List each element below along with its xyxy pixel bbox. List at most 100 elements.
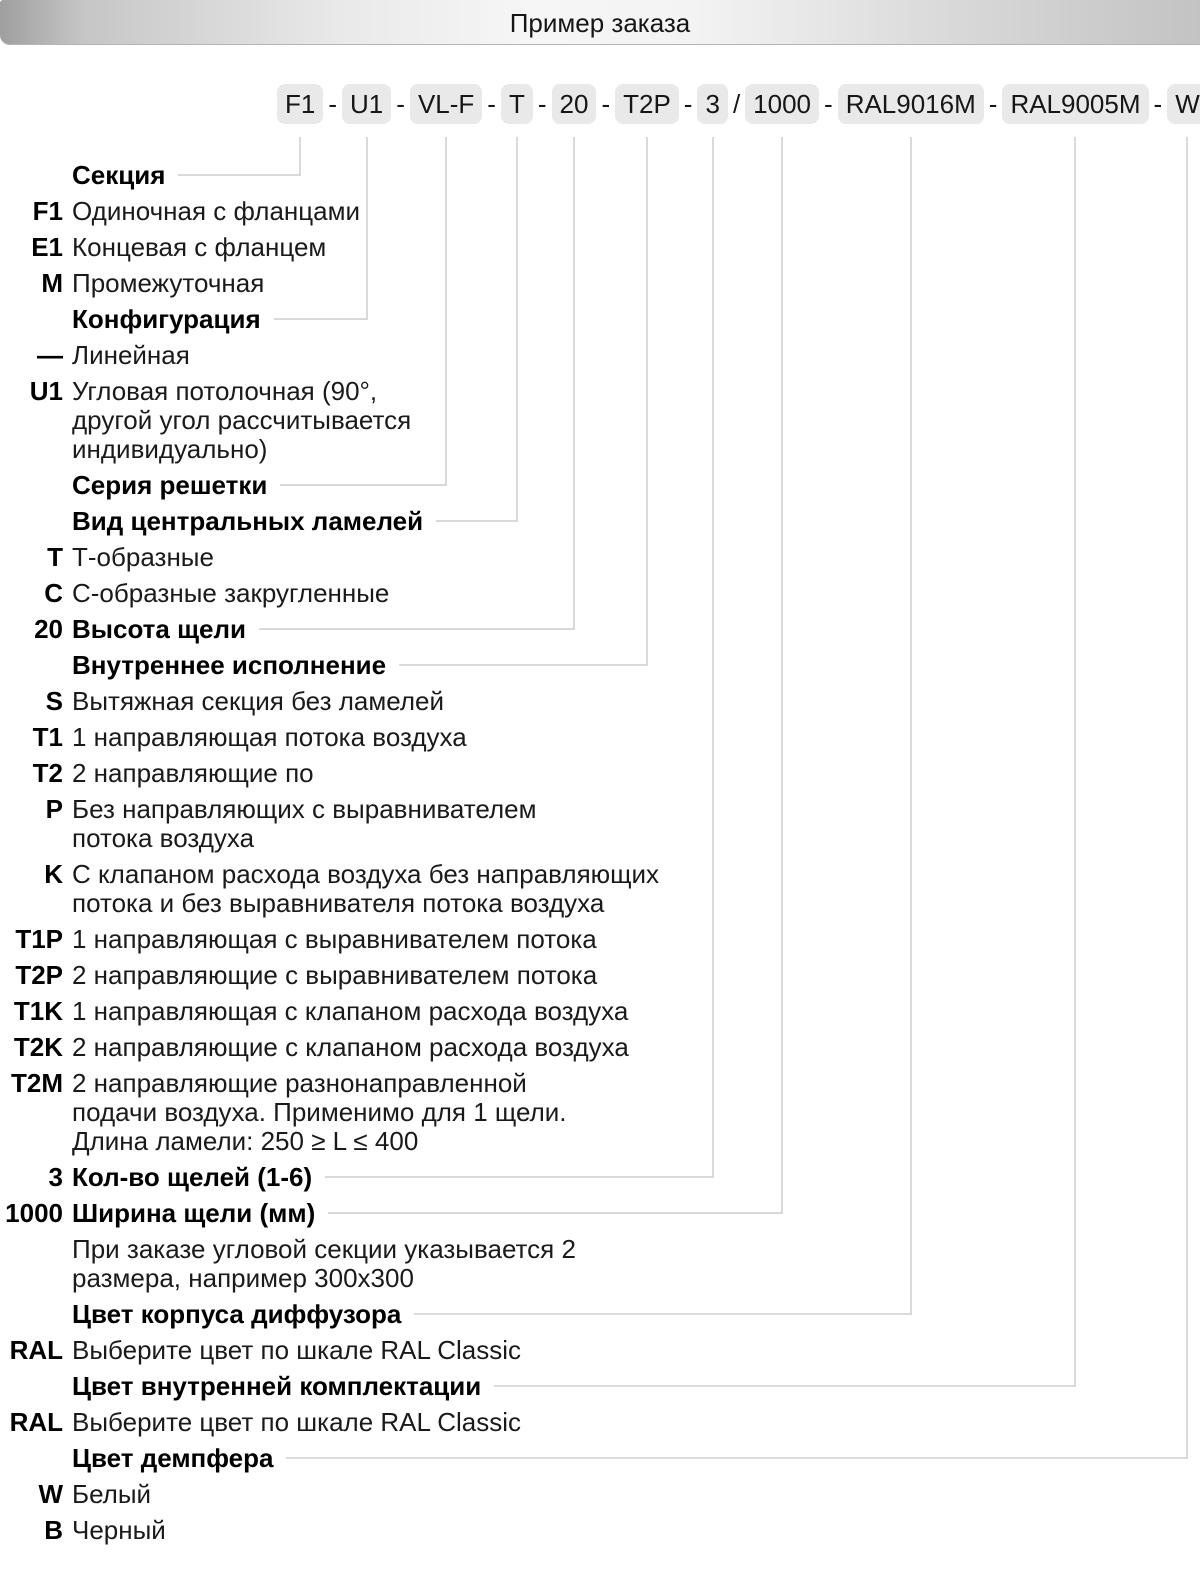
row-code [0,1372,63,1401]
legend-row: RAL Выберите цвет по шкале RAL Classic [0,1404,720,1440]
row-code: T1K [13,995,63,1026]
row-code: — [37,339,63,370]
row-text: 1 направляющая с выравнивателем потока [72,923,597,954]
legend-row: T2 2 направляющие по [0,755,720,791]
row-code [0,1235,63,1293]
legend-row: T1 1 направляющая потока воздуха [0,719,720,755]
legend-row: 20 Высота щели [0,611,720,647]
row-text: 2 направляющие с клапаном расхода воздух… [72,1031,629,1062]
row-text: Цвет корпуса диффузора [72,1298,402,1329]
row-code: W [38,1478,63,1509]
row-code: F1 [32,195,63,226]
row-text: Концевая с фланцем [72,231,327,262]
row-code [0,1300,63,1329]
legend-row: T2P 2 направляющие с выравнивателем поток… [0,957,720,993]
legend-row: T1P 1 направляющая с выравнивателем поток… [0,921,720,957]
code-segment: VL-F [409,84,483,124]
legend-row: 1000 Ширина щели (мм) [0,1195,720,1231]
row-code: C [44,577,63,608]
legend-row: M Промежуточная [0,265,720,301]
code-segment: 3 [697,84,728,124]
legend-row: 3 Кол-во щелей (1-6) [0,1159,720,1195]
code-segment: T [500,84,533,124]
code-separator: - [824,89,833,119]
legend-row: При заказе угловой секции указывается 2 … [0,1231,720,1296]
row-text: Белый [72,1478,152,1509]
code-separator: / [732,89,741,119]
legend-row: W Белый [0,1476,720,1512]
row-code: T2 [32,757,63,788]
row-text: Промежуточная [72,267,265,298]
legend-row: T1K 1 направляющая с клапаном расхода воз… [0,993,720,1029]
connector-line [781,137,784,1214]
legend-row: T2M 2 направляющие разнонаправленной пода… [0,1065,720,1159]
row-code: 1000 [5,1197,63,1228]
row-code: T2M [11,1067,63,1098]
legend-row: Цвет демпфера [0,1440,720,1476]
row-text: Линейная [72,339,190,370]
row-text: Цвет внутренней комплектации [72,1370,482,1401]
row-text: Высота щели [72,613,246,644]
row-text: Вытяжная секция без ламелей [72,685,444,716]
legend-row: C С-образные закругленные [0,575,720,611]
row-text: С клапаном расхода воздуха без направляю… [72,858,660,918]
row-code: T [47,541,63,572]
code-separator: - [1153,89,1163,119]
row-code [0,305,63,334]
row-text: Конфигурация [72,303,261,334]
row-text: Т-образные [72,541,214,572]
legend: Секция F1 Одиночная с фланцами E1 Концевая с… [0,157,720,1548]
row-code: 20 [34,613,63,644]
legend-row: U1 Угловая потолочная (90°, другой угол р… [0,373,720,467]
code-segment: 20 [551,84,597,124]
row-code: T2K [13,1031,63,1062]
legend-row: E1 Концевая с фланцем [0,229,720,265]
code-segment: T2P [615,84,679,124]
code-separator: - [487,89,496,119]
row-text: 2 направляющие разнонаправленной подачи … [72,1067,567,1156]
code-segment: F1 [277,84,324,124]
row-text: 2 направляющие с выравнивателем потока [72,959,598,990]
row-code: 3 [48,1161,63,1192]
legend-row: P Без направляющих с выравнивателем поток… [0,791,720,856]
row-text: Секция [72,159,166,190]
code-separator: - [328,89,338,119]
code-separator: - [683,89,693,119]
legend-row: T2K 2 направляющие с клапаном расхода воз… [0,1029,720,1065]
legend-row: K С клапаном расхода воздуха без направля… [0,856,720,921]
legend-row: Секция [0,157,720,193]
row-text: С-образные закругленные [72,577,390,608]
code-separator: - [537,89,547,119]
legend-row: S Вытяжная секция без ламелей [0,683,720,719]
row-text: 2 направляющие по [72,757,314,788]
row-text: Выберите цвет по шкале RAL Classic [72,1406,522,1437]
row-text: Ширина щели (мм) [72,1197,316,1228]
row-text: 1 направляющая потока воздуха [72,721,467,752]
legend-row: Вид центральных ламелей [0,503,720,539]
code-separator: - [601,89,611,119]
row-text: При заказе угловой секции указывается 2 … [72,1233,576,1293]
row-code: T1P [15,923,63,954]
code-separator: - [988,89,998,119]
row-text: Вид центральных ламелей [72,505,424,536]
order-code-line: F1- U1- VL-F - T -20- T2P -3/1000- RAL9016M - RAL9… [277,84,1200,124]
code-separator: - [396,89,405,119]
row-code: RAL [9,1406,63,1437]
row-text: Выберите цвет по шкале RAL Classic [72,1334,522,1365]
row-text: Цвет демпфера [72,1442,274,1473]
row-code: S [45,685,63,716]
row-code: P [45,793,63,824]
connector-line [1186,137,1189,1459]
legend-row: Серия решетки [0,467,720,503]
legend-row: T Т-образные [0,539,720,575]
title-bar: Пример заказа [0,0,1200,45]
legend-row: Цвет внутренней комплектации [0,1368,720,1404]
legend-row: RAL Выберите цвет по шкале RAL Classic [0,1332,720,1368]
row-text: Одиночная с фланцами [72,195,361,226]
legend-row: Цвет корпуса диффузора [0,1296,720,1332]
row-code: B [44,1514,63,1545]
connector-line [909,137,912,1315]
code-segment: RAL9016M [837,84,984,124]
row-code [0,161,63,190]
row-code: K [44,858,63,889]
